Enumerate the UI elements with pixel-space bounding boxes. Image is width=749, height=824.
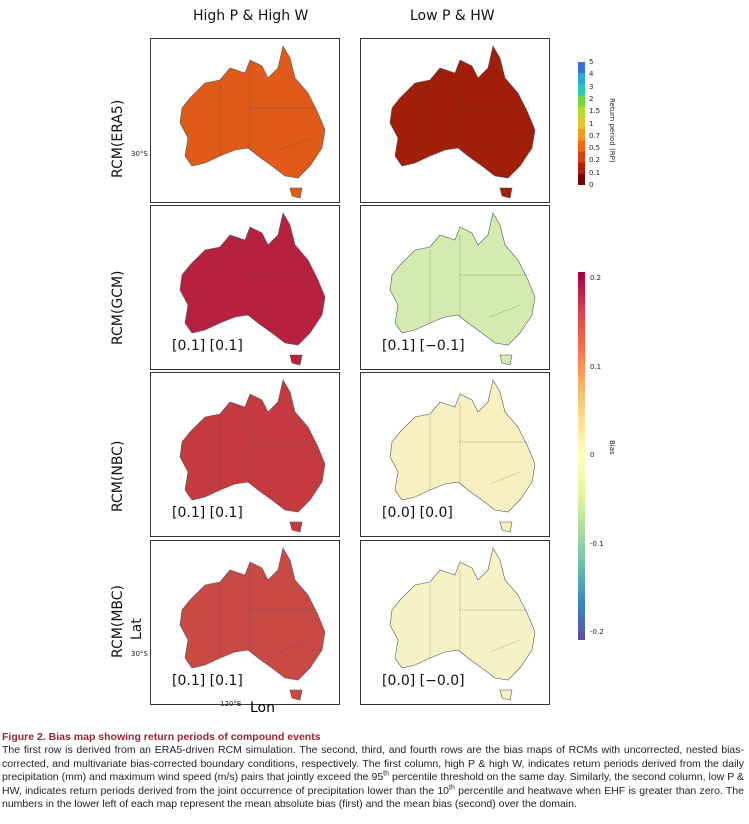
lat-tick: 30°S	[131, 150, 148, 158]
colorbar-tick: 0.1	[590, 362, 602, 371]
caption-text: The first row is derived from an ERA5-dr…	[2, 744, 744, 784]
australia-map	[150, 205, 340, 370]
bias-map	[150, 38, 340, 203]
bias-map	[150, 372, 340, 537]
australia-map	[150, 540, 340, 705]
bias-map	[360, 205, 550, 370]
row-label: RCM(GCM)	[110, 270, 126, 345]
bias-map	[150, 540, 340, 705]
row-label: RCM(NBC)	[110, 440, 126, 512]
lon-tick: 120°E	[220, 700, 242, 708]
lat-tick: 30°S	[131, 650, 148, 658]
caption-text: percentile threshold on the same day. Si…	[2, 771, 745, 797]
colorbar-tick: 0.5	[589, 144, 601, 153]
column-title-high-p-high-w: High P & High W	[193, 8, 309, 24]
australia-map	[360, 205, 550, 370]
bias-stat: [0.1] [0.1]	[172, 673, 243, 689]
caption-text: percentile and heatwave when EHF is grea…	[2, 784, 744, 811]
bias-map	[360, 540, 550, 705]
lat-axis-label: Lat	[129, 618, 145, 640]
bias-stat: [0.0] [−0.0]	[382, 673, 465, 689]
colorbar-tick: 5	[589, 58, 594, 66]
australia-map	[150, 38, 340, 203]
caption-title: Figure 2. Bias map showing return period…	[2, 731, 321, 743]
colorbar-tick: 0	[590, 451, 595, 459]
return-period-colorbar	[578, 62, 585, 185]
lon-axis-label: Lon	[250, 700, 275, 716]
australia-map	[360, 38, 550, 203]
bias-map	[360, 372, 550, 537]
colorbar-tick: -0.2	[590, 628, 604, 636]
caption-sup: th	[383, 770, 390, 778]
australia-map	[360, 372, 550, 537]
bias-stat: [0.1] [0.1]	[172, 338, 243, 354]
row-label: RCM(ERA5)	[110, 99, 126, 178]
bias-colorbar-label: Bias	[608, 440, 616, 455]
australia-map	[360, 540, 550, 705]
bias-colorbar	[578, 272, 585, 640]
column-title-low-p-hw: Low P & HW	[410, 8, 495, 24]
colorbar-tick: 0.2	[589, 156, 601, 165]
colorbar-tick: 0.2	[590, 274, 602, 282]
colorbar-tick: 1	[589, 119, 594, 128]
colorbar-tick: 1.5	[589, 107, 601, 116]
row-label: RCM(MBC)	[110, 584, 126, 658]
bias-stat: [0.1] [0.1]	[172, 505, 243, 521]
caption-sup: th	[449, 784, 455, 792]
colorbar-tick: 2	[589, 94, 594, 103]
colorbar-tick: 0	[589, 181, 594, 189]
bias-map	[150, 205, 340, 370]
figure-caption: Figure 2. Bias map showing return period…	[2, 731, 744, 811]
colorbar-tick: 0.1	[589, 168, 601, 177]
colorbar-tick: 3	[589, 82, 594, 91]
bias-stat: [0.1] [−0.1]	[382, 338, 465, 354]
colorbar-tick: -0.1	[590, 539, 604, 548]
colorbar-tick: 4	[589, 70, 594, 79]
australia-map	[150, 372, 340, 537]
bias-stat: [0.0] [0.0]	[382, 505, 453, 521]
return-period-colorbar-label: Return period (RP)	[608, 98, 616, 163]
bias-map	[360, 38, 550, 203]
colorbar-tick: 0.7	[589, 131, 601, 140]
